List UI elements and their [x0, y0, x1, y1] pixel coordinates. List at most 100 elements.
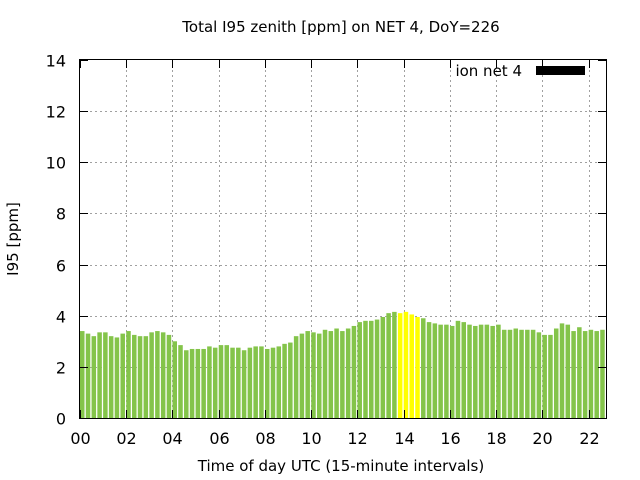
bar	[490, 325, 495, 418]
bar	[438, 324, 443, 418]
y-axis-label: I95 [ppm]	[4, 202, 22, 276]
bar	[600, 329, 605, 418]
bar	[311, 332, 316, 418]
legend: ion net 4	[455, 62, 585, 80]
bar	[461, 322, 466, 418]
bar	[409, 314, 414, 418]
bar	[386, 313, 391, 418]
bar	[97, 332, 102, 418]
bar	[264, 348, 270, 418]
bar	[224, 345, 230, 418]
bar	[212, 347, 218, 418]
bar	[322, 329, 328, 418]
bar	[126, 331, 131, 418]
bar	[565, 324, 571, 418]
bar	[426, 322, 432, 418]
bar	[120, 333, 125, 418]
bar	[143, 336, 149, 418]
bar	[270, 347, 276, 418]
plot-frame	[79, 59, 607, 419]
x-tick-label: 14	[394, 429, 414, 448]
x-tick-label: 06	[209, 429, 229, 448]
y-tick-label: 4	[56, 308, 66, 327]
bar	[114, 337, 120, 418]
bar	[571, 331, 576, 418]
bar	[166, 334, 172, 418]
bar	[218, 345, 224, 418]
bar	[178, 345, 183, 418]
bar	[525, 329, 530, 418]
bar	[305, 331, 310, 418]
bar	[236, 347, 241, 418]
bar	[184, 350, 189, 418]
x-tick-label: 16	[440, 429, 460, 448]
bar	[455, 320, 461, 418]
bar	[316, 333, 322, 418]
x-tick-label: 22	[579, 429, 599, 448]
bar	[149, 332, 154, 418]
bar	[253, 346, 258, 418]
bar	[380, 316, 386, 418]
bar	[334, 328, 339, 418]
bar	[548, 334, 553, 418]
bar	[276, 346, 282, 418]
bar	[530, 329, 536, 418]
bar	[201, 348, 206, 418]
bar	[392, 311, 397, 418]
bar	[247, 347, 253, 418]
x-tick-label: 10	[301, 429, 321, 448]
x-tick-label: 02	[116, 429, 136, 448]
bar	[137, 336, 143, 418]
bars	[80, 311, 605, 418]
bar	[328, 331, 334, 418]
x-tick-label: 20	[532, 429, 552, 448]
bar	[542, 334, 547, 418]
y-tick-label: 6	[56, 257, 66, 276]
bar	[484, 324, 490, 418]
bar	[415, 316, 420, 418]
bar	[432, 323, 438, 418]
bar	[421, 318, 426, 418]
bar	[588, 329, 594, 418]
bar	[351, 325, 357, 418]
bar	[582, 331, 588, 418]
legend-swatch	[536, 66, 585, 75]
bar	[172, 341, 177, 418]
bar	[340, 331, 345, 418]
bar	[282, 343, 287, 418]
bar	[241, 350, 247, 418]
bar	[536, 332, 542, 418]
bar	[357, 322, 362, 418]
y-tick-label: 10	[46, 154, 66, 173]
bar	[288, 342, 293, 418]
bar	[85, 333, 91, 418]
bar	[594, 331, 599, 418]
y-tick-label: 2	[56, 359, 66, 378]
bar	[444, 324, 449, 418]
x-tick-label: 04	[162, 429, 182, 448]
bar	[369, 320, 374, 418]
bar	[467, 324, 472, 418]
bar	[207, 346, 212, 418]
bar	[132, 334, 137, 418]
x-tick-label: 00	[70, 429, 90, 448]
legend-label: ion net 4	[455, 62, 522, 80]
bar	[259, 346, 264, 418]
chart-title: Total I95 zenith [ppm] on NET 4, DoY=226	[181, 18, 499, 36]
bar	[363, 320, 368, 418]
bar	[403, 311, 409, 418]
bar	[577, 327, 582, 418]
bar	[293, 336, 299, 418]
bar	[559, 323, 565, 418]
bar	[91, 336, 97, 418]
bar	[195, 348, 201, 418]
bar	[473, 325, 478, 418]
bar	[299, 333, 305, 418]
y-tick-label: 8	[56, 205, 66, 224]
bar	[374, 319, 380, 418]
bar	[513, 328, 519, 418]
bar	[519, 329, 524, 418]
bar	[478, 324, 484, 418]
bar	[160, 332, 166, 418]
y-tick-label: 14	[46, 52, 66, 71]
